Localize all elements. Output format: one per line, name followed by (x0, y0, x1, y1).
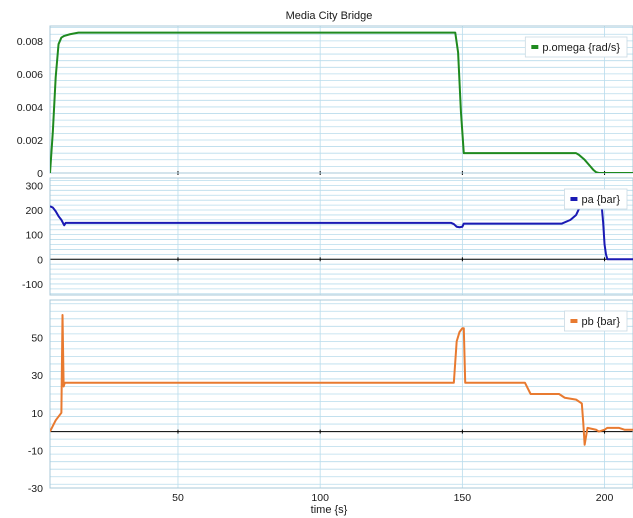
y-tick-label: -30 (28, 483, 43, 495)
plot-frame (49, 177, 633, 296)
y-tick-label: -100 (22, 279, 43, 291)
y-tick-label: 200 (25, 205, 43, 217)
y-tick-label: 100 (25, 230, 43, 242)
y-tick-label: 0.008 (17, 36, 43, 48)
y-tick-label: 0.006 (17, 69, 43, 81)
legend: pb {bar} (564, 310, 628, 332)
x-tick-label: 150 (454, 492, 472, 504)
legend-swatch (570, 319, 578, 323)
legend-box (564, 310, 628, 332)
y-tick-label: 30 (31, 370, 43, 382)
plot-frame (49, 25, 633, 174)
y-tick-label: 0 (37, 168, 43, 180)
legend-label: pa {bar} (581, 194, 620, 206)
legend-label: pb {bar} (581, 316, 620, 328)
y-tick-label: 300 (25, 180, 43, 192)
y-tick-label: 50 (31, 333, 43, 345)
legend-swatch (570, 197, 578, 201)
panel-2: -100 0 100 200 300 pa {bar} (22, 177, 633, 296)
plot-area (50, 178, 633, 295)
y-tick-label: 0.004 (17, 102, 43, 114)
legend: p.omega {rad/s} (524, 36, 628, 58)
x-tick-label: 50 (172, 492, 184, 504)
series-line (50, 202, 633, 261)
panel-1: 0 0.002 0.004 0.006 0.008 p.omega {rad/s} (17, 25, 633, 180)
series-line (50, 314, 633, 446)
legend-label: p.omega {rad/s} (542, 42, 620, 54)
x-axis-label: time {s} (311, 504, 348, 516)
y-tick-label: 0.002 (17, 135, 43, 147)
legend-swatch (531, 45, 539, 49)
chart-title: Media City Bridge (286, 10, 373, 22)
legend-box (564, 188, 628, 210)
x-tick-label: 100 (311, 492, 329, 504)
legend-box (524, 36, 628, 58)
series-line (50, 31, 633, 173)
plot-frame (49, 299, 633, 489)
y-tick-label: 0 (37, 254, 43, 266)
y-tick-label: -10 (28, 445, 43, 457)
x-tick-label: 200 (596, 492, 614, 504)
panel-3: -30 -10 10 30 50 50 100 150 200 pb {bar} (28, 299, 633, 504)
legend: pa {bar} (564, 188, 628, 210)
y-tick-label: 10 (31, 408, 43, 420)
